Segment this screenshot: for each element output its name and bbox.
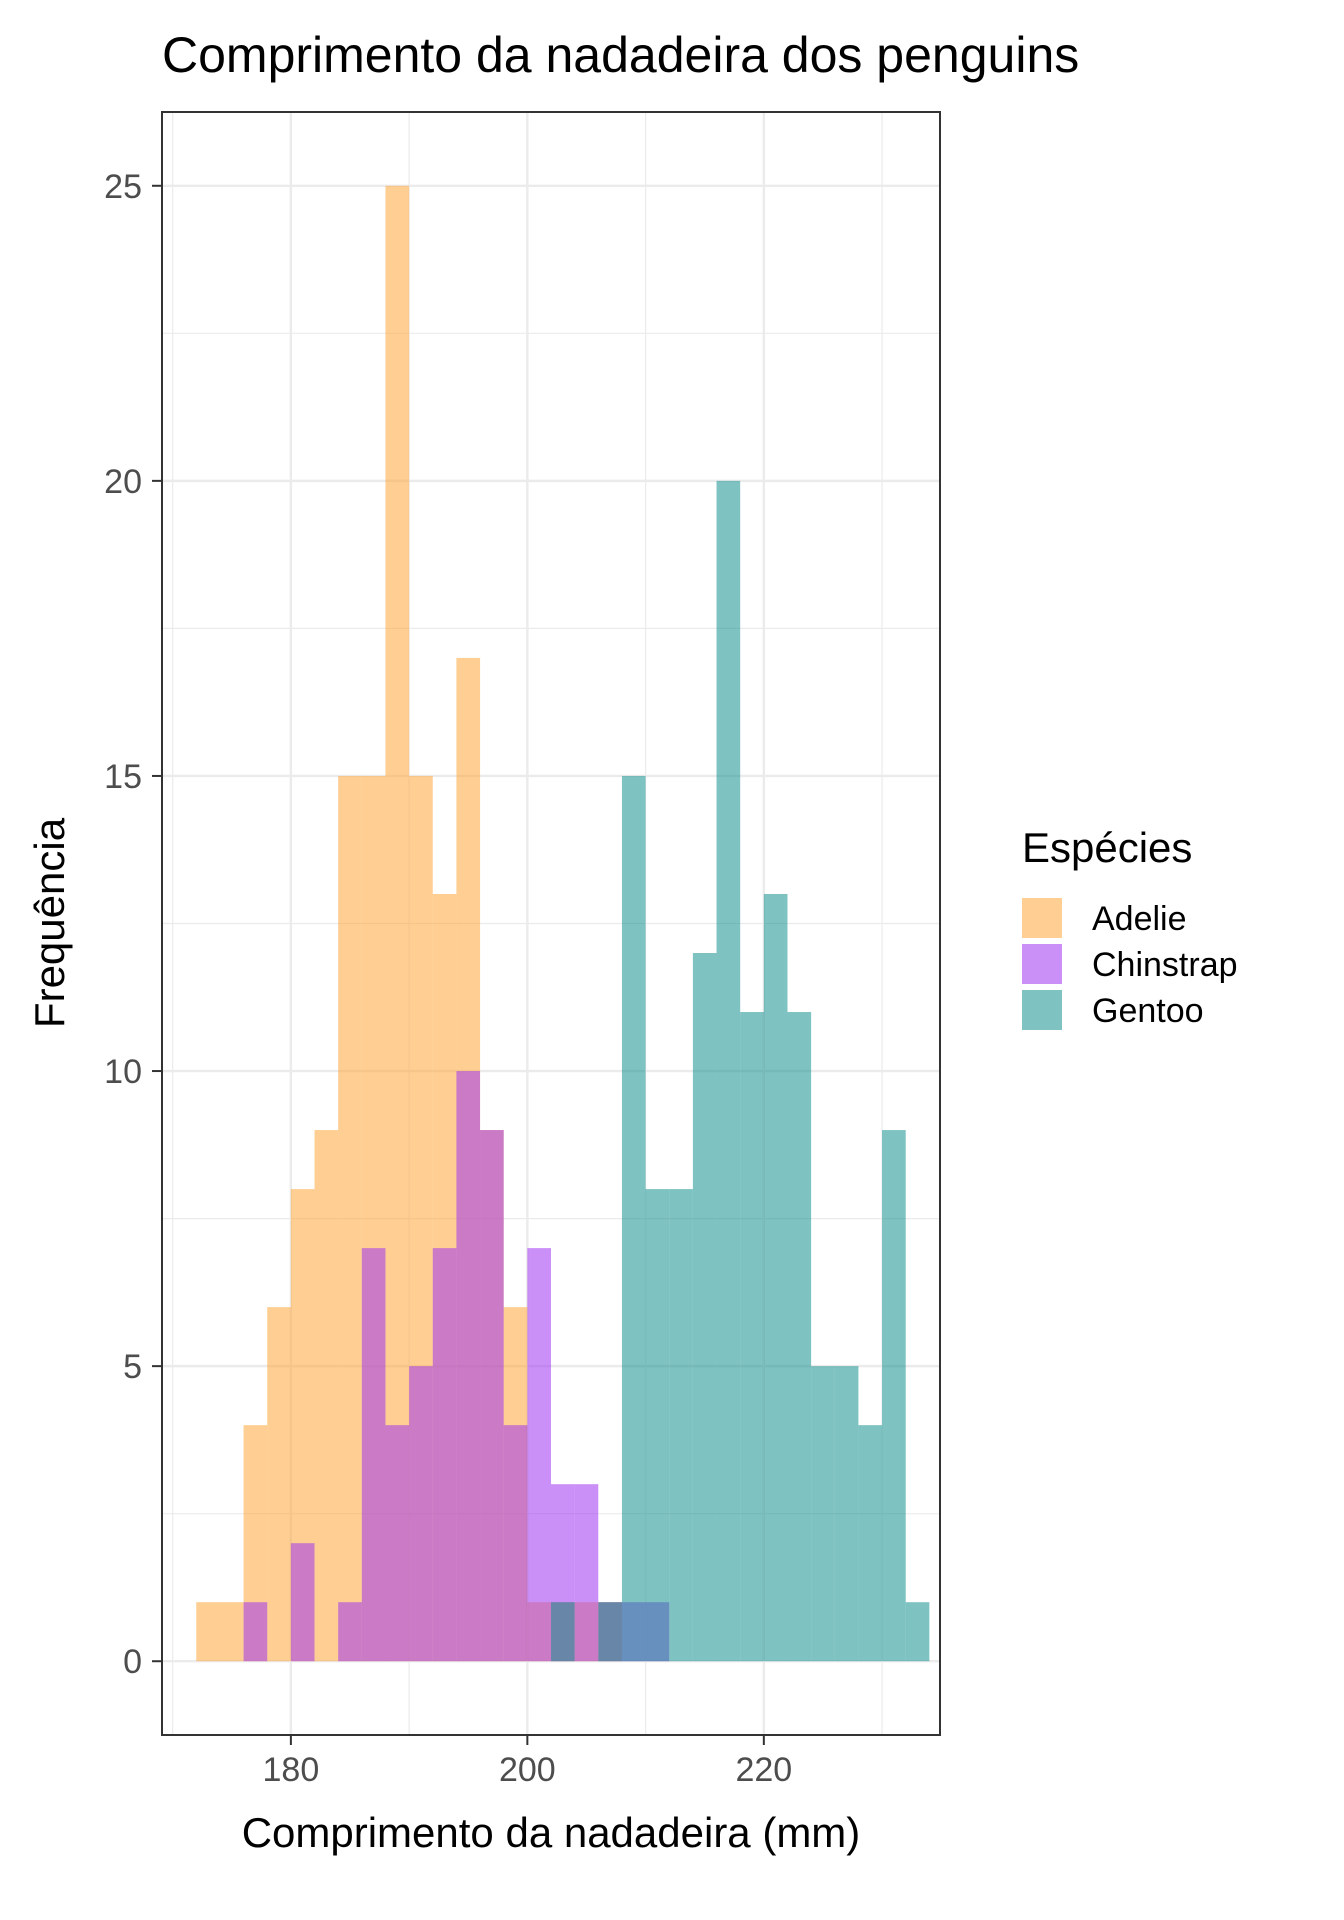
legend-key-adelie xyxy=(1022,898,1062,938)
bar-gentoo xyxy=(905,1602,930,1662)
bar-chinstrap xyxy=(290,1543,315,1662)
bar-gentoo xyxy=(598,1602,622,1662)
x-tick-label: 200 xyxy=(499,1751,556,1789)
bar-chinstrap xyxy=(361,1248,386,1662)
y-axis: 0 5 10 15 20 25 xyxy=(104,168,162,1681)
bar-adelie xyxy=(314,1130,339,1662)
bar-adelie xyxy=(219,1602,244,1662)
bar-adelie xyxy=(196,1602,220,1662)
x-tick-label: 180 xyxy=(263,1751,320,1789)
histogram-bars xyxy=(196,185,930,1662)
plot-panel xyxy=(161,111,941,1736)
bar-chinstrap xyxy=(432,1248,457,1662)
bar-adelie xyxy=(267,1307,291,1662)
bar-chinstrap xyxy=(480,1130,504,1662)
bar-gentoo xyxy=(692,953,717,1662)
bar-chinstrap xyxy=(385,1425,410,1662)
bar-gentoo xyxy=(882,1130,906,1662)
legend-label-adelie: Adelie xyxy=(1092,900,1187,938)
bar-chinstrap xyxy=(338,1602,362,1662)
legend-key-chinstrap xyxy=(1022,944,1062,984)
bar-chinstrap xyxy=(456,1071,481,1662)
bar-chinstrap xyxy=(527,1248,551,1662)
bar-gentoo xyxy=(669,1189,693,1662)
legend: Espécies Adelie Chinstrap Gentoo xyxy=(1022,824,1238,1030)
bar-gentoo xyxy=(621,775,646,1662)
bar-chinstrap xyxy=(503,1425,528,1662)
bar-adelie xyxy=(338,775,362,1662)
y-axis-label: Frequência xyxy=(26,817,73,1028)
bar-chinstrap xyxy=(409,1366,433,1662)
panel-border xyxy=(161,111,941,1736)
x-axis-label: Comprimento da nadadeira (mm) xyxy=(242,1809,861,1856)
chart-title: Comprimento da nadadeira dos penguins xyxy=(162,27,1079,83)
legend-items: Adelie Chinstrap Gentoo xyxy=(1022,898,1238,1030)
legend-label-gentoo: Gentoo xyxy=(1092,992,1204,1030)
bar-chinstrap xyxy=(243,1602,268,1662)
y-tick-label: 25 xyxy=(104,168,142,206)
y-tick-label: 15 xyxy=(104,758,142,796)
bar-gentoo xyxy=(763,893,788,1662)
x-axis: 180 200 220 xyxy=(263,1735,792,1789)
bar-gentoo xyxy=(834,1366,859,1662)
y-tick-label: 5 xyxy=(123,1348,142,1386)
bar-gentoo xyxy=(787,1012,812,1662)
bar-gentoo xyxy=(740,1012,764,1662)
bar-gentoo xyxy=(811,1366,835,1662)
y-tick-label: 0 xyxy=(123,1643,142,1681)
y-tick-label: 20 xyxy=(104,463,142,501)
y-tick-label: 10 xyxy=(104,1053,142,1091)
legend-key-gentoo xyxy=(1022,990,1062,1030)
legend-title: Espécies xyxy=(1022,824,1192,871)
bar-adelie xyxy=(385,185,410,1662)
bar-gentoo xyxy=(551,1602,575,1662)
legend-label-chinstrap: Chinstrap xyxy=(1092,946,1238,984)
x-tick-label: 220 xyxy=(735,1751,792,1789)
bar-gentoo xyxy=(858,1425,883,1662)
bar-chinstrap xyxy=(574,1484,599,1662)
bar-gentoo xyxy=(645,1189,670,1662)
bar-gentoo xyxy=(716,480,741,1662)
